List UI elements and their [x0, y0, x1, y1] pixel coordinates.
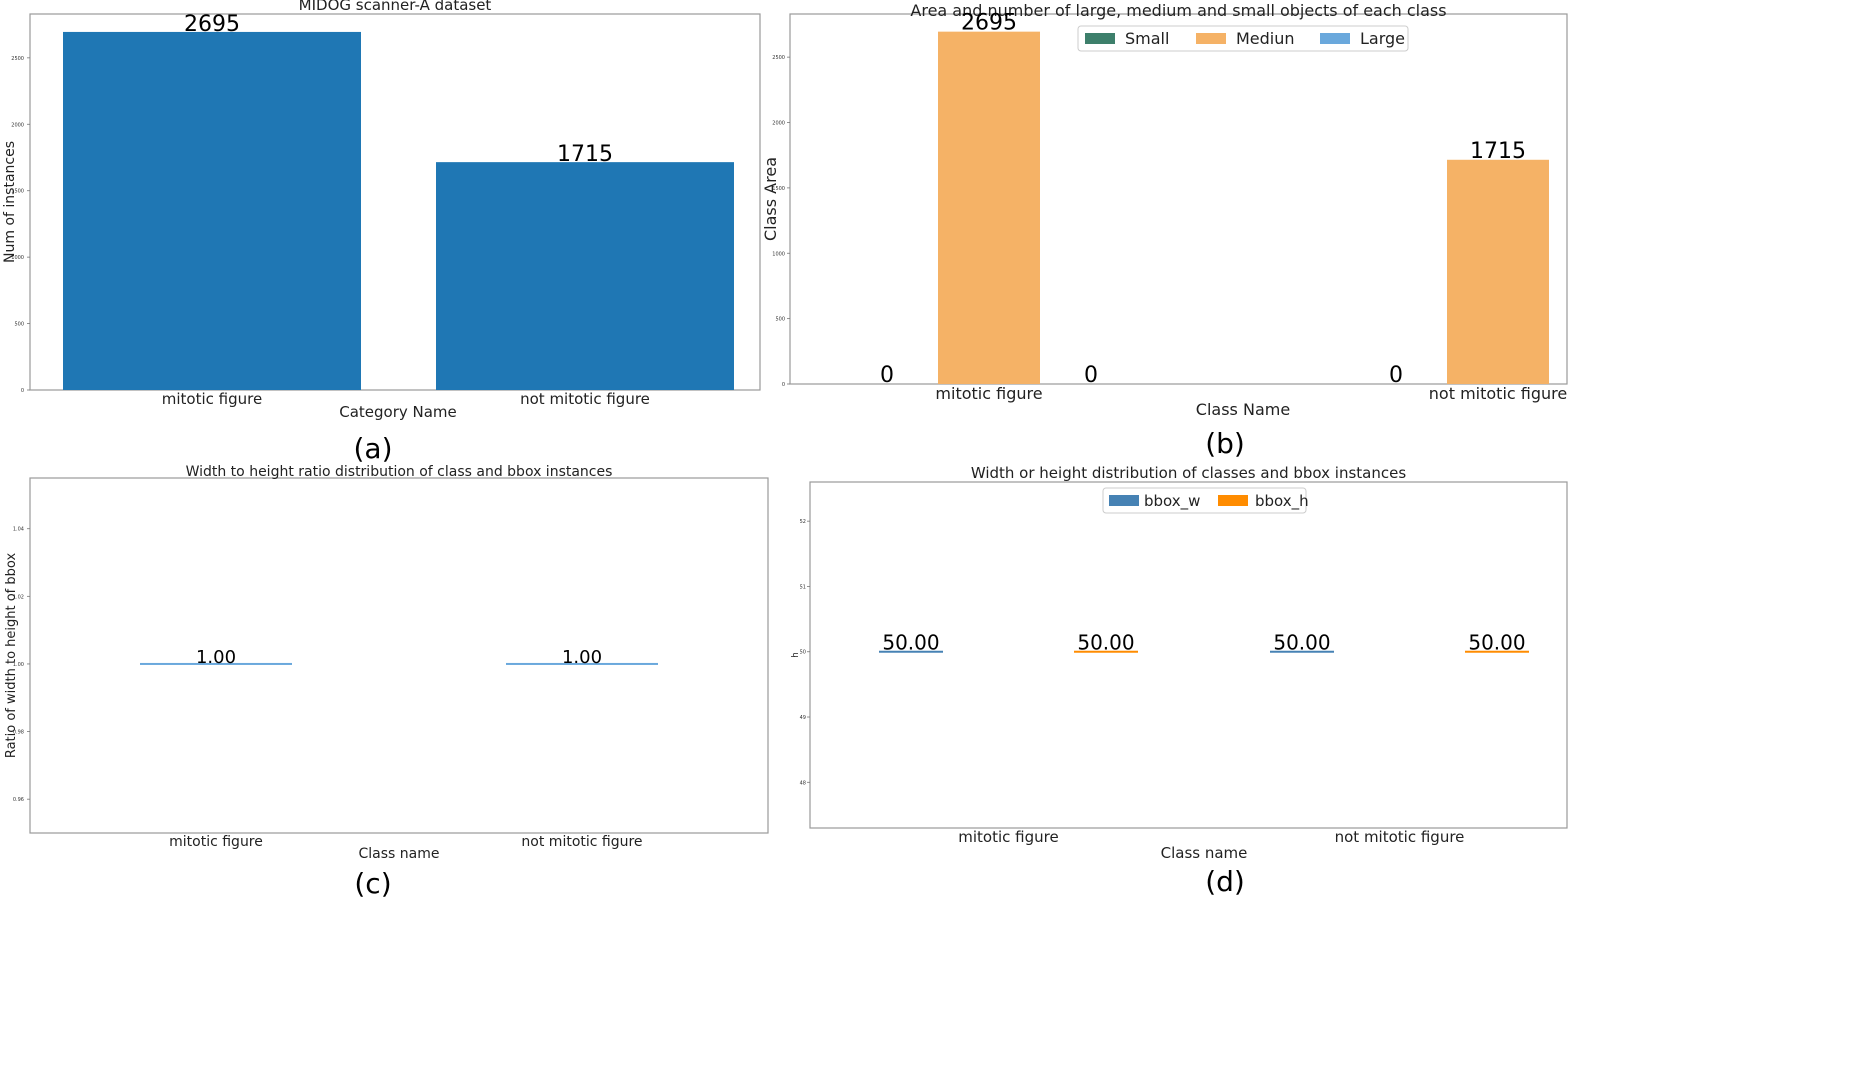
y-tick-label: 1000	[11, 255, 24, 261]
y-tick-label: 51	[800, 584, 806, 590]
x-tick-label: not mitotic figure	[521, 834, 642, 850]
chart-title: Width to height ratio distribution of cl…	[186, 464, 613, 480]
data-label: 1715	[1470, 139, 1526, 164]
bar	[140, 662, 292, 665]
legend-swatch	[1218, 495, 1248, 506]
data-label: 50.00	[1468, 631, 1525, 655]
x-axis-label: Class name	[359, 846, 440, 862]
bar-bbox-w	[879, 650, 943, 653]
legend-swatch	[1109, 495, 1139, 506]
y-tick-label: 2000	[11, 122, 24, 128]
bar	[63, 31, 361, 390]
panel-label: (b)	[1205, 427, 1245, 460]
legend-box	[1077, 25, 1409, 52]
data-label: 0	[1389, 363, 1403, 388]
legend-label: Mediun	[1236, 29, 1295, 48]
legend-label: bbox_h	[1255, 492, 1309, 511]
panel-label: (a)	[353, 432, 392, 465]
y-tick-label: 50	[800, 650, 806, 656]
x-axis-label: Category Name	[339, 403, 457, 421]
x-tick-label: mitotic figure	[935, 384, 1042, 403]
x-tick-label: not mitotic figure	[1429, 384, 1567, 403]
y-tick-label: 0	[21, 388, 24, 394]
bar-bbox-w	[1270, 650, 1334, 653]
plot-frame	[789, 13, 1568, 385]
x-tick-label: mitotic figure	[958, 828, 1058, 846]
data-label: 0	[880, 363, 894, 388]
chart-title: Width or height distribution of classes …	[971, 464, 1407, 482]
y-tick-label: 2500	[772, 55, 785, 61]
y-axis-label: Class Area	[761, 157, 780, 241]
bar	[436, 162, 734, 390]
y-tick-label: 1000	[772, 251, 785, 257]
y-axis-label: Ratio of width to height of bbox	[4, 553, 19, 759]
legend-box	[1102, 487, 1307, 514]
bar-mediun	[1447, 159, 1549, 384]
panel-label: (c)	[354, 867, 391, 900]
data-label: 2695	[961, 11, 1017, 36]
y-tick-label: 1500	[11, 189, 24, 195]
bar	[506, 662, 658, 665]
data-label: 50.00	[1077, 631, 1134, 655]
y-tick-label: 49	[800, 715, 806, 721]
y-tick-label: 2500	[11, 56, 24, 62]
legend-label: bbox_w	[1144, 492, 1200, 511]
legend-swatch	[1320, 33, 1350, 44]
y-tick-label: 48	[800, 780, 806, 786]
data-label: 1715	[557, 142, 613, 167]
bar-bbox-h	[1074, 650, 1138, 653]
legend-swatch	[1085, 33, 1115, 44]
x-axis-label: Class Name	[1196, 400, 1290, 419]
y-axis-label: Num of instances	[2, 141, 18, 263]
data-label: 1.00	[196, 647, 236, 668]
data-label: 1.00	[562, 647, 602, 668]
legend-swatch	[1196, 33, 1226, 44]
x-axis-label: Class name	[1161, 844, 1248, 862]
y-tick-label: 2000	[772, 121, 785, 127]
legend-label: Large	[1360, 29, 1405, 48]
y-tick-label: 0.96	[13, 797, 24, 803]
panel-label: (d)	[1205, 865, 1245, 898]
bar-mediun	[938, 31, 1040, 384]
plot-frame	[29, 477, 769, 834]
legend-label: Small	[1125, 29, 1169, 48]
bar-bbox-h	[1465, 650, 1529, 653]
y-tick-label: 52	[800, 519, 806, 525]
y-tick-label: 1.02	[13, 594, 24, 600]
x-tick-label: not mitotic figure	[1335, 828, 1465, 846]
x-tick-label: mitotic figure	[162, 390, 262, 408]
y-tick-label: 0	[782, 382, 785, 388]
y-tick-label: 500	[775, 317, 785, 323]
x-tick-label: not mitotic figure	[520, 390, 650, 408]
plot-frame	[29, 13, 761, 391]
data-label: 0	[1084, 363, 1098, 388]
chart-title: Area and number of large, medium and sma…	[910, 1, 1446, 20]
data-label: 50.00	[1273, 631, 1330, 655]
data-label: 2695	[184, 12, 240, 37]
plot-frame	[809, 481, 1568, 829]
y-tick-label: 1.04	[13, 527, 24, 533]
chart-title: MIDOG scanner-A dataset	[299, 0, 492, 14]
y-tick-label: 0.98	[13, 730, 24, 736]
x-tick-label: mitotic figure	[169, 834, 263, 850]
y-axis-label: h	[791, 652, 801, 658]
y-tick-label: 500	[14, 322, 24, 328]
y-tick-label: 1500	[772, 186, 785, 192]
data-label: 50.00	[882, 631, 939, 655]
y-tick-label: 1.00	[13, 662, 24, 668]
